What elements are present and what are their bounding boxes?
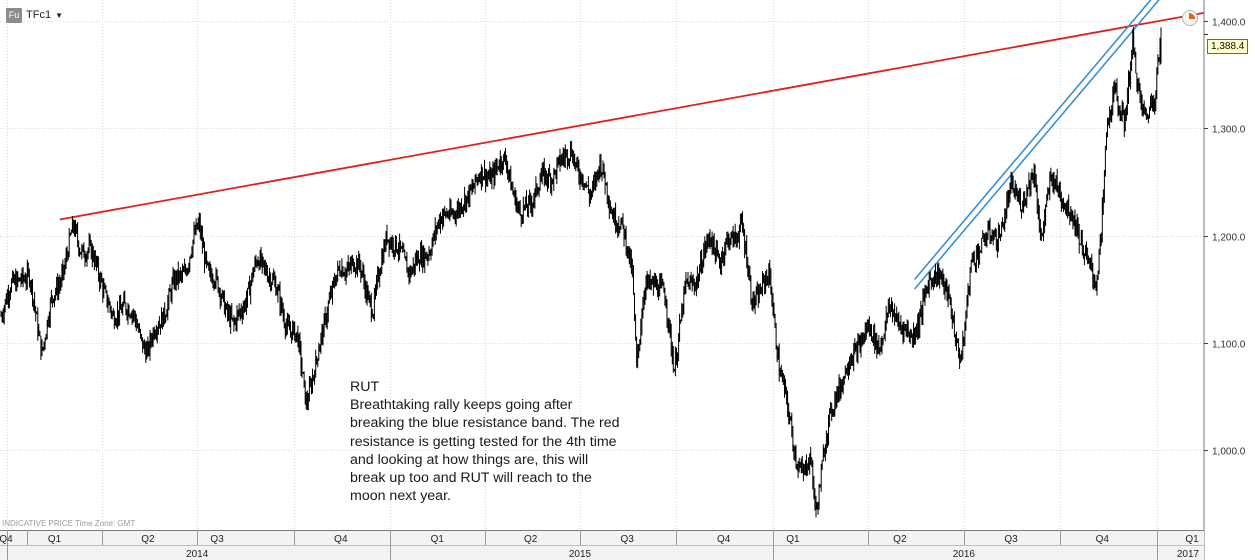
y-tick-label: 1,000.0 <box>1212 447 1246 458</box>
x-axis: Q4 Q1 Q2 Q3 Q4 Q1 Q2 Q3 Q4 Q1 Q2 Q3 Q4 Q1 2014 2015 2016… <box>0 530 1200 560</box>
quarter-label: Q2 <box>141 534 155 545</box>
y-tick-label: 1,300.0 <box>1212 125 1246 136</box>
year-label: 2016 <box>953 549 976 560</box>
chart-annotation: RUT Breathtaking rally keeps going after… <box>350 378 680 505</box>
trend-lines <box>59 0 1205 290</box>
quarter-label: Q4 <box>717 534 731 545</box>
quarter-label: Q1 <box>1185 534 1199 545</box>
symbol-label: TFc1 <box>26 9 52 21</box>
quarter-label: Q1 <box>786 534 800 545</box>
y-axis: 1,000.0 1,100.0 1,200.0 1,300.0 1,400.0 <box>1204 18 1246 458</box>
price-bars <box>0 26 1162 518</box>
year-label: 2014 <box>186 549 209 560</box>
y-tick-label: 1,200.0 <box>1212 233 1246 244</box>
blue-trend-line <box>913 0 1152 280</box>
year-label: 2017 <box>1177 549 1200 560</box>
quarter-label: Q3 <box>1004 534 1018 545</box>
annotation-line: and looking at how things are, this will <box>350 451 589 468</box>
annotation-title: RUT <box>350 379 380 395</box>
annotation-line: break up too and RUT will reach to the <box>350 470 592 487</box>
red-trend-line <box>59 11 1205 221</box>
annotation-line: moon next year. <box>350 488 451 505</box>
quarter-label: Q2 <box>893 534 907 545</box>
clock-icon[interactable] <box>1182 10 1198 26</box>
quarter-label: Q1 <box>431 534 445 545</box>
year-label: 2015 <box>569 549 592 560</box>
quarter-label: Q3 <box>620 534 634 545</box>
caret-down-icon[interactable]: ▼ <box>55 10 63 20</box>
blue-trend-line <box>913 0 1160 290</box>
quarter-label: Q2 <box>524 534 538 545</box>
annotation-line: Breathtaking rally keeps going after <box>350 397 573 414</box>
futures-icon: Fu <box>6 7 22 23</box>
quarter-label: Q4 <box>334 534 348 545</box>
y-tick-label: 1,400.0 <box>1212 18 1246 29</box>
y-tick-label: 1,100.0 <box>1212 340 1246 351</box>
quarter-label: Q3 <box>210 534 224 545</box>
annotation-line: breaking the blue resistance band. The r… <box>350 415 620 432</box>
price-series <box>0 26 1162 518</box>
quarter-label: Q1 <box>48 534 62 545</box>
indicative-price-note: INDICATIVE PRICE Time Zone: GMT <box>2 519 136 528</box>
annotation-line: resistance is getting tested for the 4th… <box>350 433 617 450</box>
last-price-tag: 1,388.4 <box>1207 39 1249 54</box>
quarter-label: Q4 <box>1096 534 1110 545</box>
quarter-label: Q4 <box>0 534 13 545</box>
gridlines <box>0 0 1204 530</box>
symbol-selector[interactable]: Fu TFc1 ▼ <box>6 6 63 24</box>
